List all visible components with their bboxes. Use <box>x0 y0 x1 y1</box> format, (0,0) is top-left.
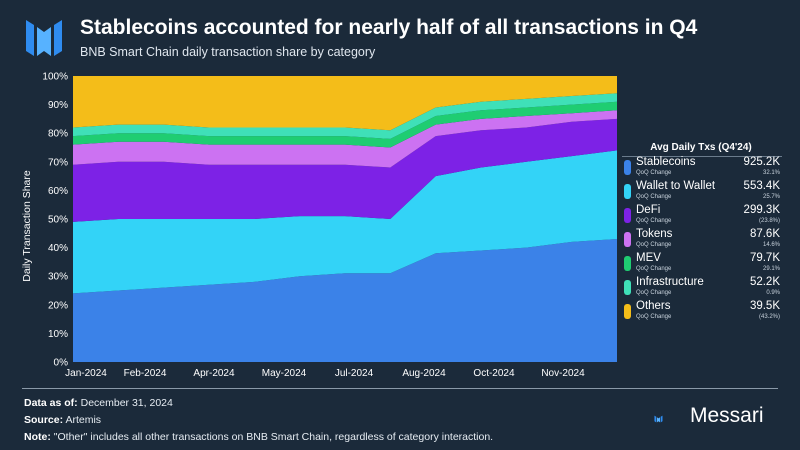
area-series-mev <box>73 101 617 148</box>
legend-qoq-label: QoQ Change <box>636 217 672 224</box>
legend-item: Others QoQ Change 39.5K (43.2%) <box>622 300 782 325</box>
legend-swatch <box>624 184 631 199</box>
legend-divider <box>622 156 782 157</box>
legend-change: 14.6% <box>762 241 780 248</box>
y-tick-label: 0% <box>54 358 69 369</box>
y-axis-title: Daily Transaction Share <box>21 170 33 282</box>
legend-change: 32.1% <box>762 169 780 176</box>
y-tick-label: 50% <box>48 215 68 226</box>
y-axis-ticks: 0% 10% 20% 30% 40% 50% 60% 70% 80% 90% 100% <box>42 72 68 369</box>
y-tick-label: 30% <box>48 272 68 283</box>
footer-divider <box>22 388 778 389</box>
legend-qoq-label: QoQ Change <box>636 169 672 176</box>
legend-change: (43.2%) <box>758 313 780 320</box>
legend-name: Others <box>636 300 671 312</box>
area-series-infrastructure <box>73 93 617 139</box>
area-series-tokens <box>73 110 617 168</box>
legend-item: Stablecoins QoQ Change 925.2K 32.1% <box>622 156 782 181</box>
legend-value: 299.3K <box>743 204 780 216</box>
legend-swatch <box>624 304 631 319</box>
y-axis-label: Daily Transaction Share <box>21 170 33 282</box>
legend-change: (23.8%) <box>758 217 780 224</box>
legend-item: DeFi QoQ Change 299.3K (23.8%) <box>622 204 782 229</box>
legend-change: 0.9% <box>766 289 780 296</box>
footer-data-as-of: Data as of: December 31, 2024 <box>24 397 173 409</box>
messari-brand-icon <box>654 415 663 423</box>
legend: Stablecoins QoQ Change 925.2K 32.1% Wallet t… <box>622 156 782 325</box>
area-series-others <box>73 76 617 131</box>
chart-subtitle: BNB Smart Chain daily transaction share … <box>80 45 376 59</box>
legend-qoq-label: QoQ Change <box>636 241 672 248</box>
legend-value: 553.4K <box>743 180 780 192</box>
x-tick-label: May-2024 <box>262 368 307 379</box>
legend-value: 87.6K <box>749 228 780 240</box>
y-tick-label: 10% <box>48 329 68 340</box>
legend-swatch <box>624 256 631 271</box>
legend-heading: Avg Daily Txs (Q4'24) <box>650 142 752 153</box>
legend-swatch <box>624 232 631 247</box>
legend-value: 79.7K <box>749 252 780 264</box>
x-tick-label: Feb-2024 <box>124 368 167 379</box>
legend-name: MEV <box>636 252 661 264</box>
area-series-defi <box>73 118 617 222</box>
legend-swatch <box>624 280 631 295</box>
footer-note: Note: "Other" includes all other transac… <box>24 431 494 443</box>
y-tick-label: 100% <box>42 72 68 83</box>
legend-qoq-label: QoQ Change <box>636 313 672 320</box>
x-tick-label: Jul-2024 <box>335 368 374 379</box>
legend-item: Tokens QoQ Change 87.6K 14.6% <box>622 228 782 253</box>
y-tick-label: 90% <box>48 100 68 111</box>
legend-change: 25.7% <box>762 193 780 200</box>
x-tick-label: Nov-2024 <box>541 368 585 379</box>
x-tick-label: Oct-2024 <box>473 368 515 379</box>
x-tick-label: Jan-2024 <box>65 368 107 379</box>
legend-name: Tokens <box>636 228 673 240</box>
legend-qoq-label: QoQ Change <box>636 193 672 200</box>
area-series-stablecoins <box>73 239 617 362</box>
legend-value: 39.5K <box>749 300 780 312</box>
legend-swatch <box>624 208 631 223</box>
legend-value: 52.2K <box>749 276 780 288</box>
brand-name: Messari <box>690 404 764 427</box>
chart-title: Stablecoins accounted for nearly half of… <box>80 16 698 39</box>
legend-name: Infrastructure <box>636 276 704 288</box>
legend-change: 29.1% <box>762 265 780 272</box>
legend-qoq-label: QoQ Change <box>636 289 672 296</box>
legend-value: 925.2K <box>743 156 780 168</box>
legend-qoq-label: QoQ Change <box>636 265 672 272</box>
x-tick-label: Aug-2024 <box>402 368 446 379</box>
area-layers <box>73 76 617 362</box>
y-tick-label: 80% <box>48 129 68 140</box>
y-tick-label: 20% <box>48 300 68 311</box>
x-axis-ticks: Jan-2024 Feb-2024 Apr-2024 May-2024 Jul-2024… <box>65 368 585 379</box>
messari-logo-icon <box>26 20 62 56</box>
y-tick-label: 70% <box>48 157 68 168</box>
legend-name: Wallet to Wallet <box>636 180 716 192</box>
area-series-wallet-to-wallet <box>73 150 617 294</box>
legend-item: Infrastructure QoQ Change 52.2K 0.9% <box>622 276 782 301</box>
y-tick-label: 40% <box>48 243 68 254</box>
legend-item: Wallet to Wallet QoQ Change 553.4K 25.7% <box>622 180 782 205</box>
legend-swatch <box>624 160 631 175</box>
footer-source: Source: Artemis <box>24 414 102 426</box>
legend-item: MEV QoQ Change 79.7K 29.1% <box>622 252 782 277</box>
legend-name: Stablecoins <box>636 156 696 168</box>
y-tick-label: 60% <box>48 186 68 197</box>
legend-name: DeFi <box>636 204 661 216</box>
x-tick-label: Apr-2024 <box>193 368 235 379</box>
